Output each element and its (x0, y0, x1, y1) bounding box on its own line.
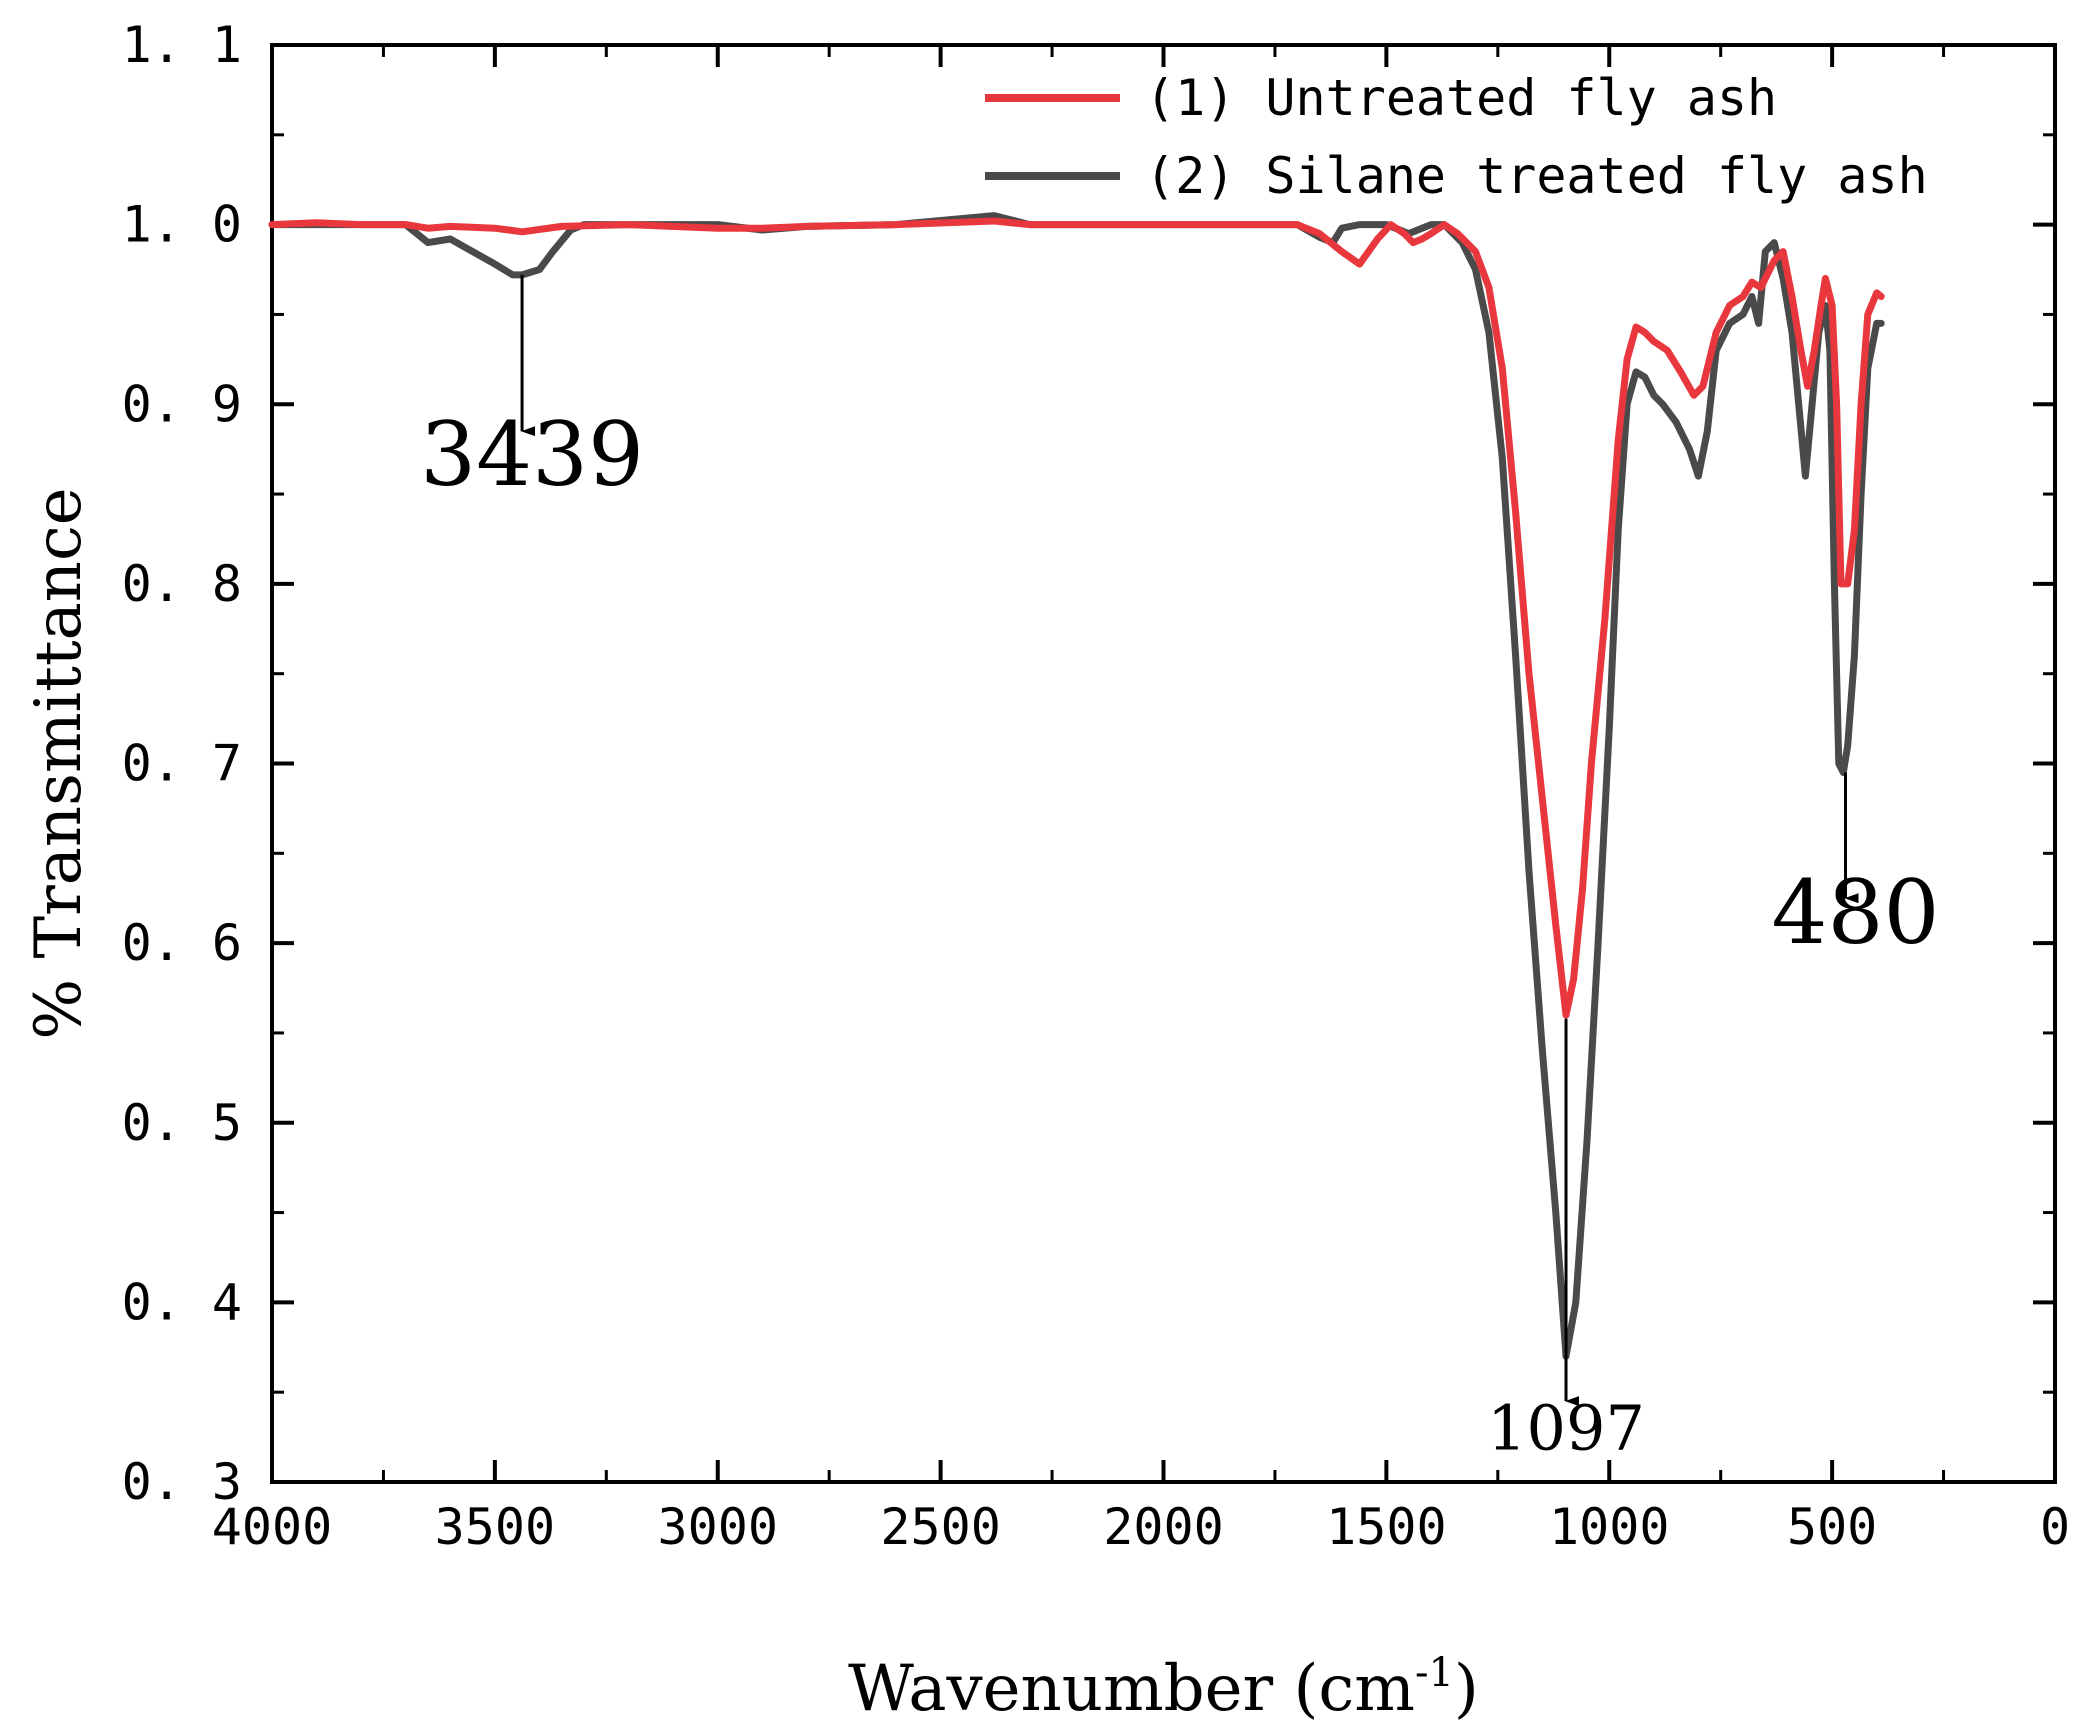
legend-label-2: (2) Silane treated fly ash (1145, 147, 1928, 205)
x-tick-label: 4000 (212, 1498, 332, 1556)
series-line-1 (268, 217, 1885, 1019)
x-axis-title: Wavenumber (cm-1) (848, 1650, 1479, 1726)
x-tick-label: 0 (2040, 1498, 2070, 1556)
y-tick-label: 0. 5 (122, 1094, 242, 1152)
y-axis-title: % Transmittance (22, 487, 96, 1039)
y-tick-label: 0. 3 (122, 1453, 242, 1511)
y-tick-label: 0. 4 (122, 1273, 242, 1331)
annotations: 3439 1097 480 (420, 274, 1940, 1465)
x-tick-label: 2000 (1103, 1498, 1223, 1556)
x-tick-label: 3000 (658, 1498, 778, 1556)
axes: 4000 3500 3000 2500 2000 1500 1000 500 0 0. 3 0. 4… (122, 16, 2070, 1556)
legend: (1) Untreated fly ash (2) Silane treated … (985, 69, 1928, 205)
y-tick-label: 1. 1 (122, 16, 242, 74)
x-tick-label: 1500 (1326, 1498, 1446, 1556)
legend-label-1: (1) Untreated fly ash (1145, 69, 1777, 127)
x-axis-title-main: Wavenumber (cm (848, 1652, 1415, 1726)
x-tick-label: 2500 (880, 1498, 1000, 1556)
x-axis-title-superscript: -1 (1415, 1650, 1454, 1696)
axis-titles: Wavenumber (cm-1) % Transmittance (22, 487, 1479, 1726)
annotation-label: 480 (1772, 861, 1940, 964)
annotation-label: 1097 (1487, 1392, 1645, 1465)
y-tick-label: 0. 6 (122, 914, 242, 972)
y-tick-label: 0. 7 (122, 735, 242, 793)
x-tick-label: 500 (1787, 1498, 1877, 1556)
x-tick-label: 3500 (435, 1498, 555, 1556)
y-tick-label: 1. 0 (122, 196, 242, 254)
series-group (268, 212, 1885, 1360)
x-tick-label: 1000 (1549, 1498, 1669, 1556)
series-line-2 (268, 212, 1885, 1360)
y-tick-label: 0. 9 (122, 375, 242, 433)
annotation-label: 3439 (420, 403, 644, 506)
y-tick-label: 0. 8 (122, 555, 242, 613)
x-axis-title-close: ) (1454, 1652, 1479, 1726)
